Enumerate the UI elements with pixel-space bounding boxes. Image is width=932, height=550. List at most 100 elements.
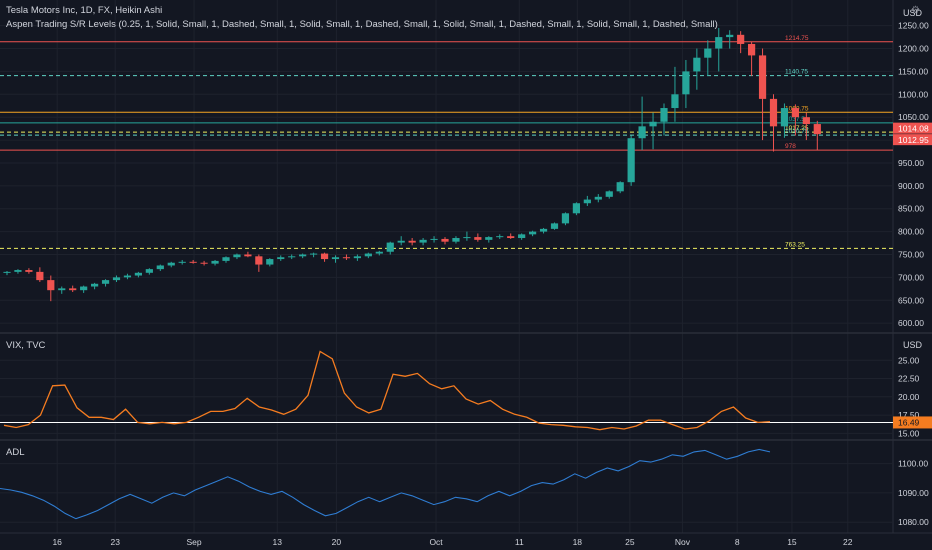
- candle-body: [14, 270, 22, 272]
- candle-body: [737, 34, 745, 44]
- candle-body: [397, 240, 405, 243]
- price-tick-label: 600.00: [898, 318, 924, 328]
- candle-body: [627, 138, 635, 183]
- candle-body: [758, 55, 767, 99]
- candle-body: [638, 126, 646, 139]
- sr-level-label: 978: [785, 143, 796, 150]
- candle-body: [91, 283, 99, 287]
- candle-body: [36, 271, 44, 281]
- candle-body: [288, 256, 296, 258]
- x-tick-label: 20: [332, 537, 342, 547]
- indicator-title: Aspen Trading S/R Levels (0.25, 1, Solid…: [6, 19, 718, 30]
- x-tick-label: 15: [787, 537, 797, 547]
- vix-last-tag: [893, 416, 932, 429]
- candle-body: [244, 254, 252, 257]
- candle-body: [342, 257, 351, 259]
- vix-tick-label: 15.00: [898, 428, 920, 438]
- candle-body: [572, 203, 580, 214]
- candle-body: [605, 191, 613, 197]
- price-tick-label: 750.00: [898, 249, 924, 259]
- adl-pane-title: ADL: [6, 447, 25, 458]
- vix-pane-title: VIX, TVC: [6, 340, 46, 351]
- last-price-label: 1012.95: [898, 135, 929, 145]
- candle-body: [69, 288, 77, 291]
- sr-level-label: 1010.75: [785, 128, 809, 135]
- candle-body: [189, 261, 197, 263]
- vix-tick-label: 25.00: [898, 355, 920, 365]
- price-tick-label: 1100.00: [898, 89, 928, 99]
- x-tick-label: Oct: [429, 537, 443, 547]
- price-tick-label: 650.00: [898, 295, 924, 305]
- candle-body: [452, 238, 460, 242]
- candle-body: [583, 199, 591, 204]
- candle-body: [310, 253, 318, 255]
- candle-body: [616, 182, 624, 192]
- adl-line: [0, 448, 771, 520]
- candle-body: [145, 269, 153, 273]
- candle-body: [25, 270, 33, 272]
- x-tick-label: Nov: [675, 537, 691, 547]
- x-tick-label: 11: [515, 537, 524, 547]
- candle-body: [156, 265, 164, 270]
- sr-level-label: 763.25: [785, 241, 805, 248]
- candle-body: [266, 259, 274, 265]
- candle-body: [726, 34, 734, 38]
- candle-body: [704, 48, 712, 58]
- x-tick-label: 25: [625, 537, 635, 547]
- candle-body: [693, 57, 701, 72]
- last-price-label: 1014.08: [898, 124, 929, 134]
- adl-tick-label: 1090.00: [898, 488, 929, 498]
- candle-body: [769, 98, 778, 127]
- x-tick-label: 18: [573, 537, 583, 547]
- price-tick-label: 700.00: [898, 272, 924, 282]
- main-currency-label: USD: [902, 8, 922, 18]
- price-tick-label: 850.00: [898, 204, 924, 214]
- vix-currency-label: USD: [902, 340, 922, 350]
- vix-last-label: 16.49: [898, 417, 920, 427]
- x-tick-label: Sep: [186, 537, 201, 547]
- candle-body: [715, 37, 723, 49]
- price-tick-label: 1250.00: [898, 21, 929, 31]
- sr-level-label: 1140.75: [785, 69, 808, 76]
- candle-body: [299, 254, 307, 257]
- candle-body: [123, 275, 132, 278]
- candle-body: [408, 240, 416, 243]
- adl-tick-label: 1080.00: [898, 517, 929, 527]
- vix-tick-label: 20.00: [898, 392, 920, 402]
- settings-gear-icon[interactable]: ⚙: [911, 5, 920, 16]
- adl-tick-label: 1100.00: [898, 459, 928, 469]
- symbol-title: Tesla Motors Inc, 1D, FX, Heikin Ashi: [6, 5, 163, 16]
- candle-body: [649, 121, 657, 127]
- candle-body: [386, 242, 394, 252]
- candle-body: [529, 231, 537, 235]
- candle-body: [748, 43, 756, 56]
- x-tick-label: 16: [52, 537, 62, 547]
- candle-body: [430, 238, 438, 240]
- candle-body: [255, 256, 263, 265]
- candle-body: [507, 236, 515, 239]
- price-tick-label: 950.00: [898, 158, 924, 168]
- candle-body: [813, 124, 821, 135]
- candle-body: [518, 234, 526, 239]
- candle-body: [320, 253, 329, 260]
- price-tick-label: 1050.00: [898, 112, 929, 122]
- price-tick-label: 1200.00: [898, 44, 929, 54]
- candle-body: [200, 262, 208, 264]
- candle-body: [3, 271, 11, 273]
- candle-body: [419, 239, 427, 243]
- sr-level-label: 1214.75: [785, 35, 809, 42]
- candle-body: [167, 262, 175, 266]
- candle-body: [802, 117, 810, 125]
- candle-body: [134, 272, 142, 276]
- candle-body: [47, 280, 55, 291]
- candle-body: [375, 251, 383, 254]
- price-tick-label: 900.00: [898, 181, 924, 191]
- candle-body: [233, 254, 241, 258]
- last-price-tag: [893, 134, 932, 146]
- candle-body: [112, 277, 121, 281]
- candle-body: [660, 108, 668, 122]
- candle-body: [561, 213, 570, 224]
- candle-body: [58, 288, 66, 291]
